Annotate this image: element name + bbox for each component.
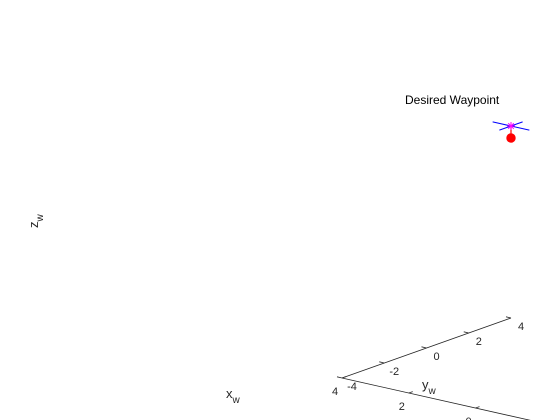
y-tick xyxy=(463,331,469,334)
current-position-point xyxy=(506,133,516,143)
y-axis-label: yw xyxy=(422,377,437,397)
y-tick xyxy=(336,376,343,379)
x-tick-label: 2 xyxy=(399,401,405,413)
waypoint-annotation: Desired Waypoint xyxy=(405,93,500,107)
x-tick xyxy=(475,406,480,409)
x-axis-line xyxy=(341,377,531,420)
tick-marks xyxy=(336,316,512,409)
x-tick-label: 0 xyxy=(465,416,471,420)
desired-waypoint-point xyxy=(507,122,515,130)
axes-lines xyxy=(341,317,531,420)
y-tick xyxy=(421,346,427,349)
y-tick-label: 2 xyxy=(476,336,482,348)
z-axis-label: zw xyxy=(26,214,46,229)
y-tick xyxy=(505,316,512,319)
y-tick-label: -2 xyxy=(389,366,399,378)
y-tick-label: 4 xyxy=(518,321,524,333)
y-tick-label: 0 xyxy=(433,351,439,363)
x-axis-label: xw xyxy=(226,386,241,406)
y-tick xyxy=(379,361,385,364)
x-tick xyxy=(408,391,413,394)
data-marks xyxy=(492,121,530,143)
x-tick-label: 4 xyxy=(332,386,338,398)
y-tick-label: -4 xyxy=(347,381,357,393)
x-tick xyxy=(341,376,347,379)
